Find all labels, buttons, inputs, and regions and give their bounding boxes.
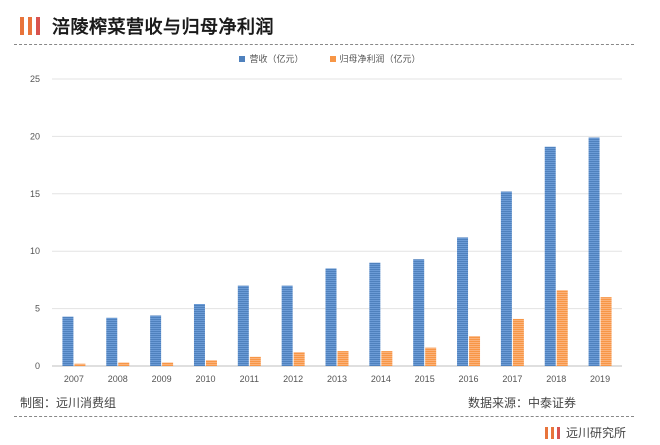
bar-revenue: [281, 285, 293, 366]
bar-net-profit: [337, 351, 349, 366]
footer-source: 数据来源：中泰证券: [467, 396, 576, 410]
bar-revenue: [325, 268, 337, 366]
divider: [14, 416, 634, 417]
header: 涪陵榨菜营收与归母净利润: [20, 8, 274, 44]
bar-revenue: [588, 137, 600, 366]
bar-net-profit: [600, 297, 612, 366]
x-tick-label: 2010: [195, 374, 215, 384]
bar-revenue: [413, 259, 425, 366]
page-title: 涪陵榨菜营收与归母净利润: [52, 17, 274, 37]
bar-chart: 0 5 10 15 20 25 2007 2008 2009 2010 2011 2012 2013 20…: [30, 74, 622, 384]
bar-revenue: [457, 237, 469, 366]
bar-revenue: [62, 316, 74, 366]
bar-net-profit: [556, 290, 568, 366]
x-tick-label: 2014: [371, 374, 391, 384]
bar-revenue: [193, 304, 205, 366]
bar-revenue: [500, 191, 512, 366]
legend-swatch-revenue: [239, 55, 246, 62]
y-tick-label: 5: [35, 304, 40, 314]
x-tick-label: 2015: [415, 374, 435, 384]
x-tick-label: 2019: [590, 374, 610, 384]
bar-net-profit: [469, 336, 481, 366]
x-tick-label: 2009: [152, 374, 172, 384]
y-tick-label: 20: [30, 131, 40, 141]
footer-credit: 制图：远川消费组: [20, 396, 117, 410]
legend-item-profit: 归母净利润（亿元）: [329, 52, 421, 65]
x-tick-label: 2017: [502, 374, 522, 384]
bar-net-profit: [425, 347, 437, 366]
x-tick-label: 2016: [459, 374, 479, 384]
bar-revenue: [237, 285, 249, 366]
bar-revenue: [369, 262, 381, 366]
y-tick-label: 10: [30, 246, 40, 256]
bar-net-profit: [205, 360, 217, 366]
x-tick-label: 2011: [240, 374, 259, 384]
y-tick-label: 0: [35, 361, 40, 371]
brand-logo-icon: [20, 17, 40, 35]
x-tick-label: 2013: [327, 374, 347, 384]
y-tick-label: 15: [30, 189, 40, 199]
bar-net-profit: [293, 352, 305, 366]
bar-net-profit: [162, 362, 174, 366]
footer-brand: 远川研究所: [544, 424, 626, 441]
bar-revenue: [150, 315, 162, 366]
bar-revenue: [106, 317, 118, 366]
divider: [14, 44, 634, 45]
x-tick-label: 2008: [108, 374, 128, 384]
bar-net-profit: [249, 356, 261, 366]
legend-label-profit: 归母净利润（亿元）: [339, 54, 421, 64]
brand-small-icon: [544, 426, 560, 439]
bar-net-profit: [381, 351, 393, 366]
x-tick-label: 2007: [64, 374, 84, 384]
legend-label-revenue: 营收（亿元）: [249, 54, 304, 64]
bar-net-profit: [512, 318, 524, 366]
bar-revenue: [544, 146, 556, 366]
bar-net-profit: [74, 363, 86, 366]
legend-swatch-profit: [329, 55, 336, 62]
legend-item-revenue: 营收（亿元）: [239, 52, 304, 65]
chart-legend: 营收（亿元） 归母净利润（亿元）: [0, 52, 660, 65]
x-tick-label: 2018: [546, 374, 566, 384]
x-tick-label: 2012: [283, 374, 303, 384]
brand-name: 远川研究所: [565, 426, 626, 440]
y-tick-label: 25: [30, 74, 40, 84]
bar-net-profit: [118, 362, 130, 366]
